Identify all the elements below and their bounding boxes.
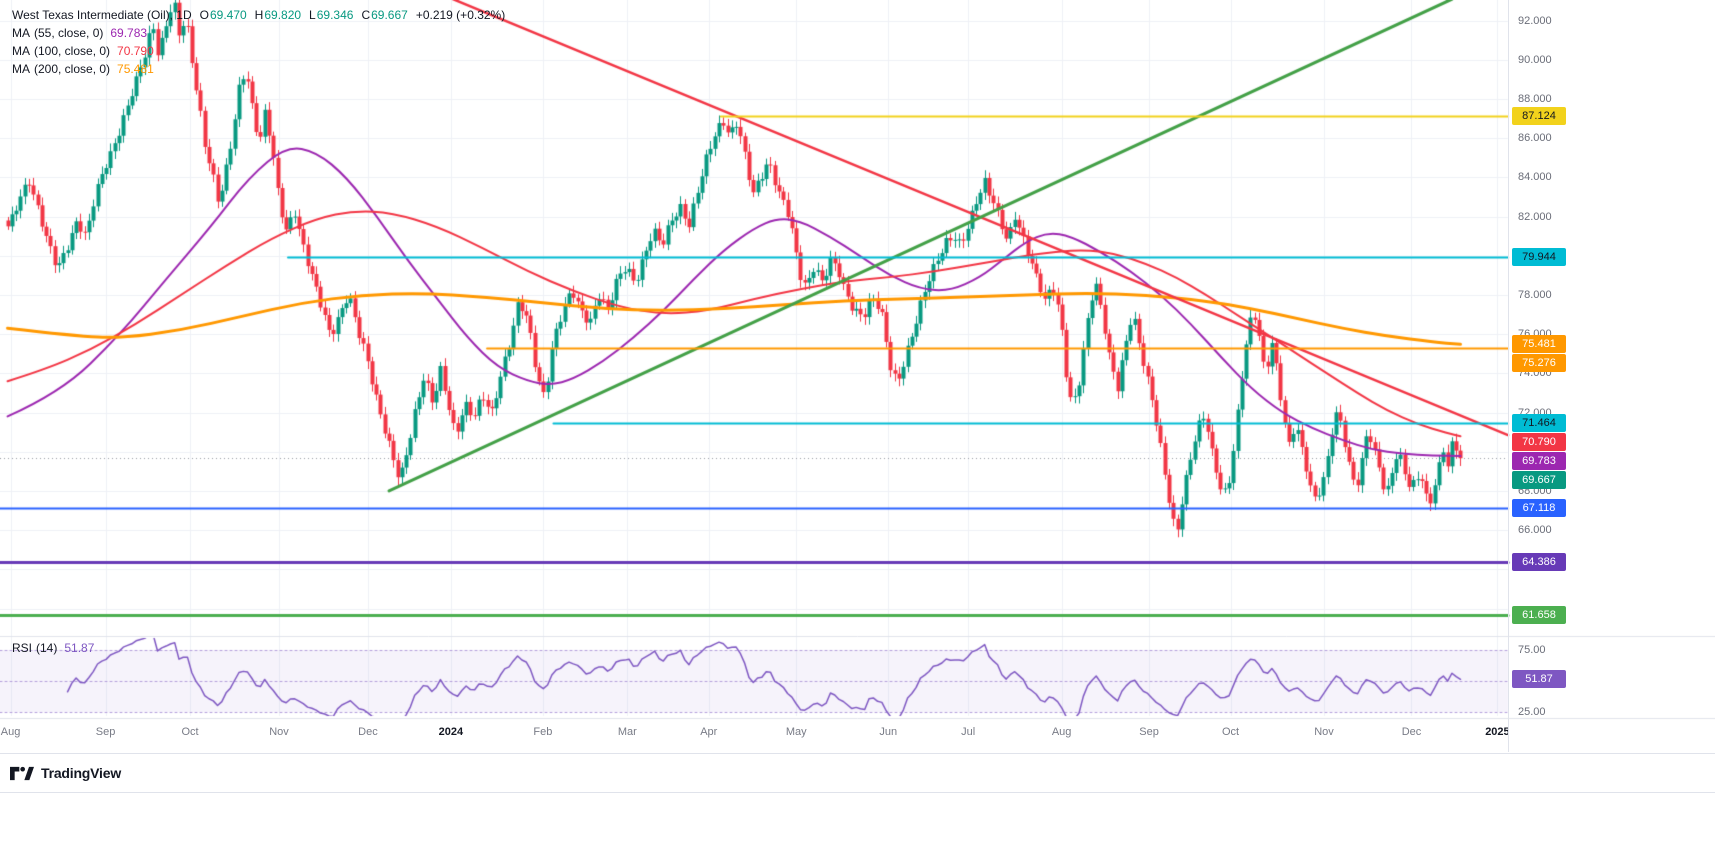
rsi-axis-label: 25.00 [1518, 706, 1546, 718]
ohlc-close-label: C [361, 8, 371, 22]
ohlc-close-value: 69.667 [371, 8, 408, 22]
price-axis-label: 92.000 [1518, 14, 1552, 27]
price-axis-label: 86.000 [1518, 132, 1552, 145]
time-axis-label: Jun [879, 726, 898, 738]
price-badge: 69.667 [1512, 471, 1566, 490]
price-badge: 79.944 [1512, 247, 1566, 266]
ohlc-high-value: 69.820 [264, 8, 302, 22]
ma-legend-200: MA (200, close, 0) 75.481 [12, 60, 505, 78]
ohlc-low-label: L [309, 8, 316, 22]
symbol-title-row: West Texas Intermediate (Oil), 1D O69.470… [12, 6, 505, 24]
time-axis-label: 2025 [1485, 726, 1508, 738]
price-badge: 71.464 [1512, 414, 1566, 433]
price-axis-label: 78.000 [1518, 288, 1552, 301]
chart-canvas[interactable] [0, 0, 1715, 752]
change-readout: +0.219 (+0.32%) [415, 8, 506, 22]
time-axis-label: Nov [1314, 726, 1334, 738]
ohlc-open-label: O [199, 8, 209, 22]
ma55-label: MA [12, 26, 30, 40]
ohlc-low-value: 69.346 [316, 8, 354, 22]
price-axis-label: 82.000 [1518, 210, 1552, 223]
time-axis-label: Nov [269, 726, 289, 738]
ma-legend-55: MA (55, close, 0) 69.783 [12, 24, 505, 42]
ma100-label: MA [12, 44, 30, 58]
price-badge: 75.481 [1512, 335, 1566, 354]
ma200-params: (200, close, 0) [34, 62, 111, 76]
ohlc-open-value: 69.470 [209, 8, 247, 22]
ma-legend-100: MA (100, close, 0) 70.790 [12, 42, 505, 60]
ma200-label: MA [12, 62, 30, 76]
symbol-legend: West Texas Intermediate (Oil), 1D O69.470… [12, 6, 505, 78]
tradingview-logo[interactable]: TradingView [10, 764, 121, 783]
rsi-params: (14) [36, 641, 58, 655]
ma100-params: (100, close, 0) [34, 44, 111, 58]
time-axis-label: Oct [181, 726, 199, 738]
ohlc-high-label: H [254, 8, 264, 22]
time-axis-label: Dec [1401, 726, 1422, 738]
rsi-legend: RSI (14) 51.87 [12, 641, 94, 655]
symbol-title: West Texas Intermediate (Oil), 1D [12, 8, 192, 22]
time-axis-label: Sep [1139, 726, 1159, 738]
ma55-params: (55, close, 0) [34, 26, 104, 40]
time-axis-label: May [785, 726, 807, 738]
time-axis-label: Aug [1051, 726, 1072, 738]
price-axis-label: 66.000 [1518, 524, 1552, 537]
rsi-axis-label: 75.00 [1518, 644, 1546, 656]
price-badge: 67.118 [1512, 499, 1566, 518]
price-scale[interactable]: 92.000 90.000 88.000 86.000 84.000 82.000 78.0… [1508, 0, 1715, 752]
price-badge: 75.276 [1512, 354, 1566, 373]
price-badge: 61.658 [1512, 606, 1566, 625]
time-axis-label: Jul [961, 726, 976, 738]
ma100-value: 70.790 [117, 44, 154, 58]
price-badge: 87.124 [1512, 107, 1566, 126]
time-axis-label: Sep [95, 726, 116, 738]
price-axis-label: 88.000 [1518, 92, 1552, 105]
price-axis-label: 84.000 [1518, 171, 1552, 184]
price-badge: 64.386 [1512, 552, 1566, 571]
price-axis-label: 90.000 [1518, 53, 1552, 66]
rsi-label: RSI [12, 641, 33, 655]
price-badge: 69.783 [1512, 452, 1566, 471]
footer: TradingView [0, 753, 1715, 793]
time-axis-label: Mar [617, 726, 637, 738]
time-axis-label: Oct [1221, 726, 1240, 738]
rsi-value-badge: 51.87 [1512, 669, 1566, 688]
tradingview-logo-icon [10, 766, 34, 780]
tradingview-logo-text: TradingView [41, 765, 122, 781]
time-axis-label: Dec [358, 726, 378, 738]
ma200-value: 75.481 [117, 62, 154, 76]
rsi-value: 51.87 [64, 641, 95, 655]
ma55-value: 69.783 [110, 26, 148, 40]
time-axis-label: Apr [700, 726, 718, 738]
time-axis-label: Aug [0, 726, 21, 738]
time-axis-label: Feb [533, 726, 553, 738]
time-axis-label: 2024 [438, 726, 464, 738]
time-axis[interactable]: Aug Sep Oct Nov Dec 2024 Feb Mar Apr May Jun Jul Aug… [0, 718, 1508, 750]
price-badge: 70.790 [1512, 433, 1566, 452]
